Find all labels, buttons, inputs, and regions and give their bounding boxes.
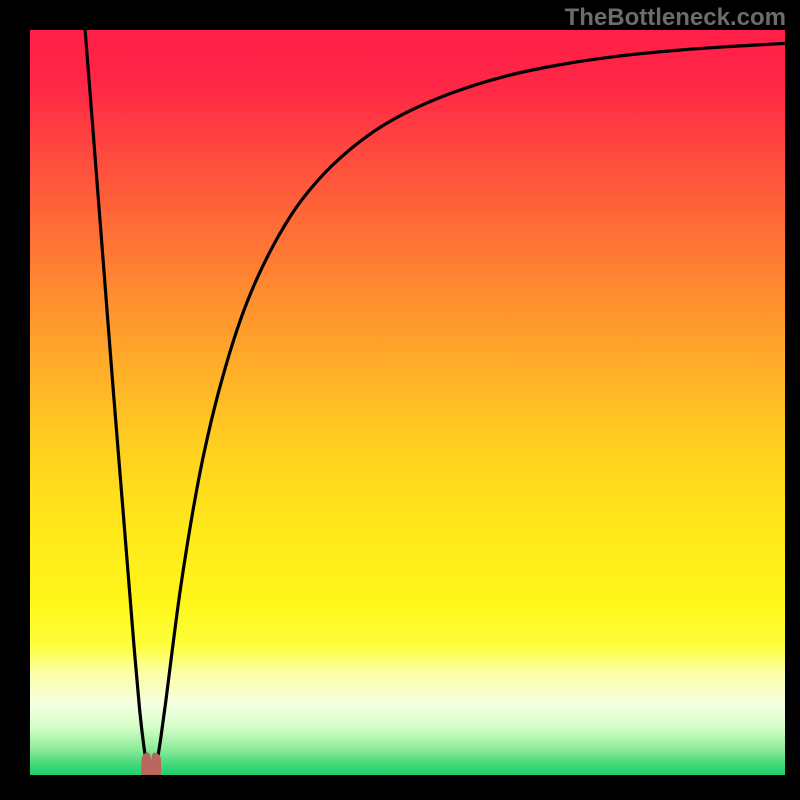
bottleneck-curve: [85, 30, 785, 772]
plot-area: [30, 30, 785, 775]
curve-layer: [30, 30, 785, 775]
bottom-u-marker: [141, 753, 161, 775]
watermark-text: TheBottleneck.com: [565, 4, 786, 32]
